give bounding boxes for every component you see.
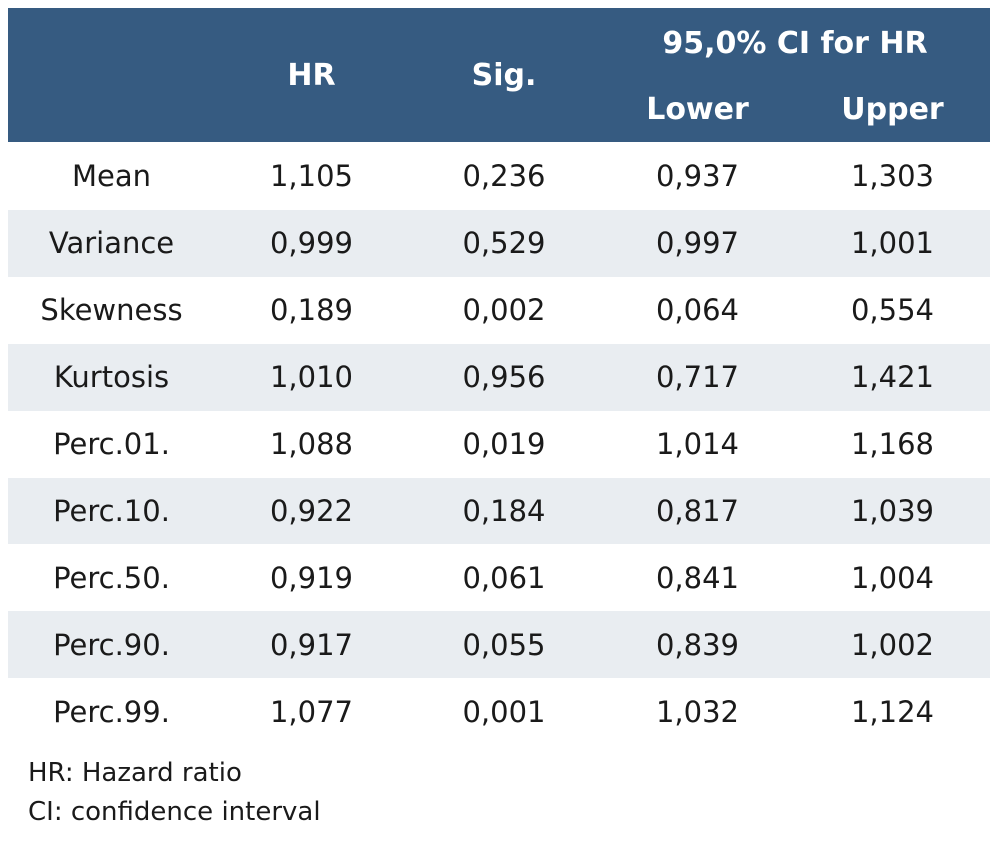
table-row bbox=[8, 410, 990, 478]
row-label: Perc.99. bbox=[53, 694, 170, 729]
footnote: CI: confidence interval bbox=[28, 797, 321, 827]
table-cell: 0,999 bbox=[269, 226, 354, 261]
table-row bbox=[8, 343, 990, 411]
table-cell: 0,061 bbox=[462, 560, 546, 595]
table-row bbox=[8, 143, 990, 210]
table-header bbox=[8, 8, 990, 142]
column-header: HR bbox=[287, 57, 336, 93]
table-cell: 1,105 bbox=[269, 159, 354, 194]
table-row bbox=[8, 544, 990, 612]
table-cell: 0,064 bbox=[655, 293, 740, 328]
table-cell: 1,001 bbox=[850, 226, 935, 261]
table-row bbox=[8, 209, 990, 277]
table-cell: 0,236 bbox=[462, 159, 546, 194]
table-cell: 1,124 bbox=[850, 694, 935, 729]
column-header: Upper bbox=[841, 92, 944, 127]
table-cell: 1,039 bbox=[850, 493, 935, 528]
table-row bbox=[8, 276, 990, 344]
table-cell: 1,077 bbox=[269, 694, 354, 729]
table-cell: 0,839 bbox=[655, 627, 740, 662]
table-cell: 0,055 bbox=[462, 627, 546, 662]
column-header: Sig. bbox=[471, 57, 537, 93]
table-cell: 1,002 bbox=[850, 627, 935, 662]
table-cell: 0,997 bbox=[655, 226, 740, 261]
row-label: Skewness bbox=[40, 293, 183, 328]
table-cell: 0,919 bbox=[269, 560, 354, 595]
table-cell: 0,917 bbox=[269, 627, 354, 662]
table-row bbox=[8, 477, 990, 545]
footnote: HR: Hazard ratio bbox=[28, 758, 242, 788]
table-cell: 0,002 bbox=[462, 293, 546, 328]
row-label: Perc.50. bbox=[53, 560, 170, 595]
table-cell: 1,004 bbox=[850, 560, 935, 595]
column-group-header: 95,0% CI for HR bbox=[662, 26, 928, 61]
table-cell: 0,554 bbox=[850, 293, 935, 328]
table-cell: 0,001 bbox=[462, 694, 546, 729]
table-cell: 0,817 bbox=[655, 493, 740, 528]
row-label: Variance bbox=[48, 226, 175, 261]
table-cell: 1,014 bbox=[655, 427, 740, 462]
table-cell: 0,717 bbox=[655, 360, 740, 395]
row-label: Mean bbox=[71, 159, 151, 194]
table-row bbox=[8, 678, 990, 746]
table-cell: 0,184 bbox=[462, 493, 546, 528]
table-cell: 0,019 bbox=[462, 427, 546, 462]
table-row bbox=[8, 611, 990, 679]
table-cell: 1,303 bbox=[850, 159, 935, 194]
table-cell: 1,168 bbox=[850, 427, 935, 462]
table-cell: 0,922 bbox=[269, 493, 354, 528]
table-cell: 1,421 bbox=[850, 360, 935, 395]
row-label: Kurtosis bbox=[53, 360, 170, 395]
table-cell: 0,937 bbox=[655, 159, 740, 194]
row-label: Perc.10. bbox=[53, 493, 170, 528]
table-cell: 1,010 bbox=[269, 360, 354, 395]
table-cell: 0,529 bbox=[462, 226, 546, 261]
table-cell: 0,189 bbox=[269, 293, 354, 328]
row-label: Perc.01. bbox=[53, 427, 170, 462]
table-cell: 1,088 bbox=[269, 427, 354, 462]
row-label: Perc.90. bbox=[53, 627, 170, 662]
table-cell: 1,032 bbox=[655, 694, 740, 729]
table-cell: 0,956 bbox=[462, 360, 546, 395]
column-header: Lower bbox=[646, 92, 749, 127]
table-cell: 0,841 bbox=[655, 560, 740, 595]
